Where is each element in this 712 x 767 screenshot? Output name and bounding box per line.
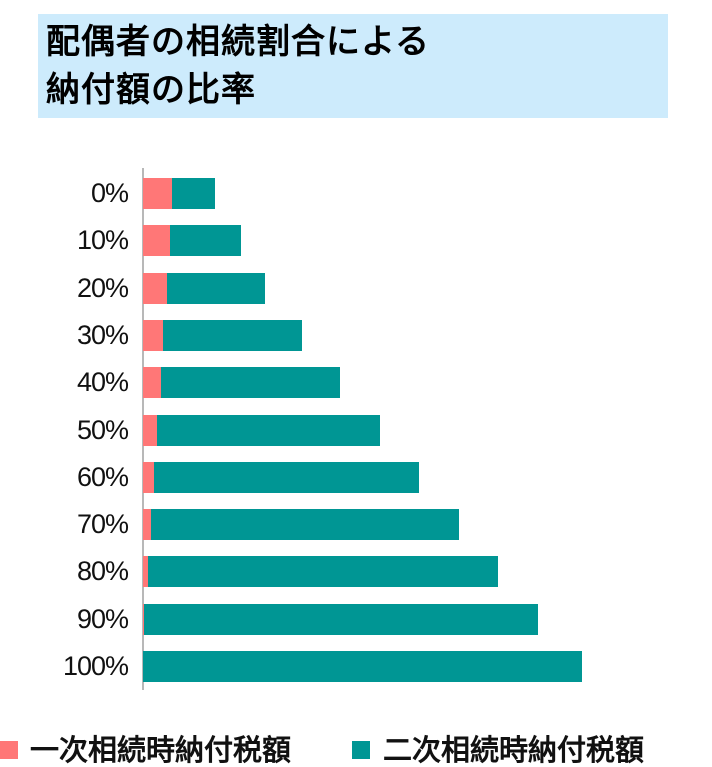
chart-title-box: 配偶者の相続割合による 納付額の比率 bbox=[38, 14, 668, 118]
chart-title-line-2: 納付額の比率 bbox=[46, 70, 256, 110]
legend-swatch-first bbox=[0, 741, 18, 759]
bar-second-inheritance-tax bbox=[167, 273, 265, 304]
bar-first-inheritance-tax bbox=[143, 509, 151, 540]
bar-first-inheritance-tax bbox=[143, 320, 163, 351]
bar-second-inheritance-tax bbox=[154, 462, 419, 493]
category-label: 100% bbox=[62, 651, 129, 681]
bar-second-inheritance-tax bbox=[157, 415, 380, 446]
category-label: 10% bbox=[76, 225, 129, 255]
category-label: 60% bbox=[76, 462, 129, 492]
bar-first-inheritance-tax bbox=[143, 273, 167, 304]
bar-second-inheritance-tax bbox=[144, 604, 538, 635]
category-label: 40% bbox=[76, 367, 129, 397]
legend-label-second: 二次相続時納付税額 bbox=[383, 733, 645, 767]
bar-first-inheritance-tax bbox=[143, 462, 154, 493]
bar-second-inheritance-tax bbox=[170, 225, 241, 256]
category-label: 90% bbox=[76, 604, 129, 634]
category-label: 70% bbox=[76, 509, 129, 539]
bar-first-inheritance-tax bbox=[143, 367, 161, 398]
bar-first-inheritance-tax bbox=[143, 415, 157, 446]
bar-second-inheritance-tax bbox=[148, 556, 498, 587]
bar-second-inheritance-tax bbox=[161, 367, 340, 398]
category-label: 50% bbox=[76, 415, 129, 445]
chart-title-line-1: 配偶者の相続割合による bbox=[46, 22, 430, 62]
category-label: 20% bbox=[76, 273, 129, 303]
bar-first-inheritance-tax bbox=[143, 604, 144, 635]
category-label: 30% bbox=[76, 320, 129, 350]
bar-first-inheritance-tax bbox=[143, 556, 148, 587]
bar-second-inheritance-tax bbox=[151, 509, 459, 540]
bar-first-inheritance-tax bbox=[143, 225, 170, 256]
category-label: 80% bbox=[76, 556, 129, 586]
legend-label-first: 一次相続時納付税額 bbox=[30, 733, 292, 767]
bar-second-inheritance-tax bbox=[163, 320, 302, 351]
bar-second-inheritance-tax bbox=[172, 178, 215, 209]
legend-swatch-second bbox=[352, 741, 370, 759]
bar-second-inheritance-tax bbox=[143, 651, 582, 682]
category-label: 0% bbox=[90, 178, 129, 208]
bar-first-inheritance-tax bbox=[143, 178, 172, 209]
